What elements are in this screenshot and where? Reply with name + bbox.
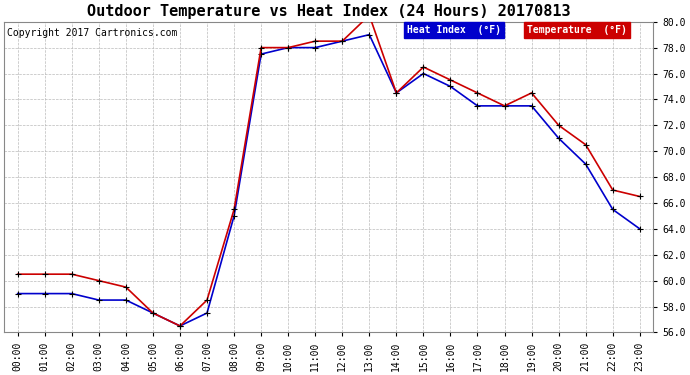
Text: Temperature  (°F): Temperature (°F) bbox=[526, 25, 627, 35]
Text: Heat Index  (°F): Heat Index (°F) bbox=[406, 25, 501, 35]
Title: Outdoor Temperature vs Heat Index (24 Hours) 20170813: Outdoor Temperature vs Heat Index (24 Ho… bbox=[87, 4, 571, 19]
Text: Copyright 2017 Cartronics.com: Copyright 2017 Cartronics.com bbox=[8, 28, 178, 38]
